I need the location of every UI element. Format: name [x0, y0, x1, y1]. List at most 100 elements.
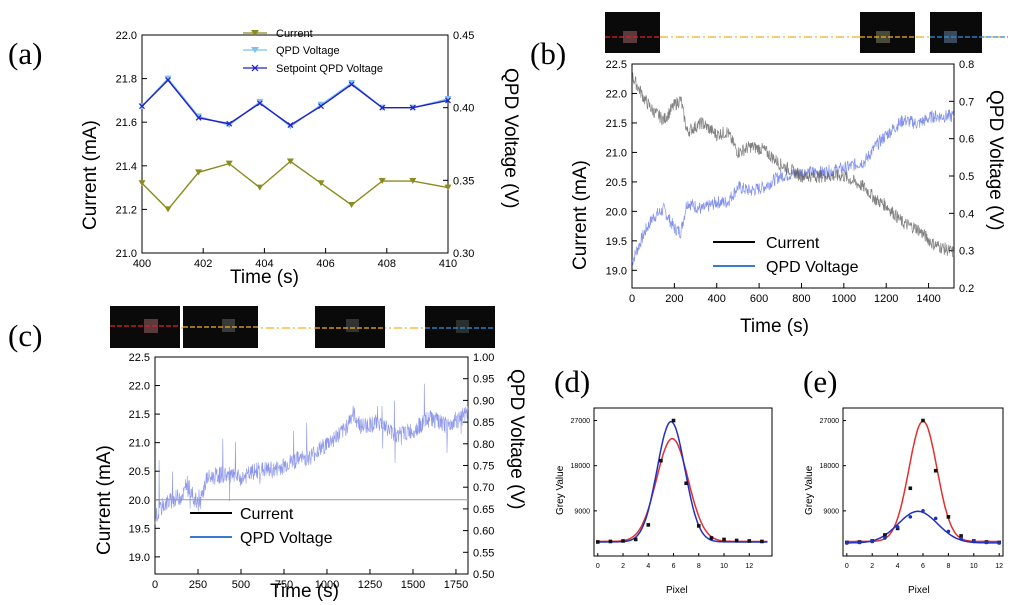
- data-point-d-11: [734, 538, 739, 543]
- panel-label-e: (e): [803, 364, 837, 399]
- legend-a: Current QPD Voltage Setpoint QPD Voltage: [243, 28, 383, 75]
- y-tick-label-c-5: 21.5: [129, 409, 150, 421]
- x-tick-label-e-0: 0: [845, 563, 849, 570]
- x-axis-label-a: Time (s): [230, 267, 299, 288]
- point-a-2-0: [139, 103, 145, 110]
- y2-tick-label-c-6: 0.80: [473, 439, 494, 451]
- x-tick-label-b-2: 400: [708, 293, 726, 305]
- y2-axis-label-a: QPD Voltage (V): [500, 68, 521, 208]
- y2-tick-label-c-5: 0.75: [473, 461, 494, 473]
- series-line-a-0: [141, 160, 449, 211]
- y-tick-label-d-0: 9000: [574, 508, 590, 515]
- panel-label-c: (c): [8, 318, 42, 353]
- data-point-e-5: [908, 486, 913, 491]
- axis-ticks-b: 0 200 400 600 800 1000 1200 1400 19.0 19.5 20.0 20.…: [606, 59, 975, 305]
- point-a-1-1: [164, 75, 172, 82]
- legend-label-current-c: Current: [240, 506, 294, 523]
- y-axis-label-c: Current (mA): [94, 445, 115, 555]
- point-a-1-6: [317, 101, 325, 108]
- y-axis-label-b: Current (mA): [570, 160, 591, 270]
- point-a-0-8: [378, 178, 386, 185]
- y-tick-label-a-5: 22.0: [116, 30, 137, 42]
- y-tick-label-b-2: 20.0: [606, 206, 627, 218]
- y2-tick-label-c-9: 0.95: [473, 374, 494, 386]
- axis-ticks-a: 400 402 404 406 408 410 21.0 21.2 21.4 21.6 21.8 22…: [116, 30, 475, 270]
- axis-ticks-e: 0 2 4 6 8 10 12 9000 18000 27000: [820, 418, 1004, 570]
- x-axis-label-c: Time (s): [270, 581, 339, 602]
- y-axis-label-e: Grey Value: [804, 465, 815, 515]
- y2-tick-label-c-1: 0.55: [473, 547, 494, 559]
- data-point-blue-e-1: [857, 540, 862, 545]
- y-tick-label-b-1: 19.5: [606, 236, 627, 248]
- point-a-2-8: [379, 104, 386, 111]
- point-a-1-5: [286, 123, 294, 130]
- series-b: [631, 72, 955, 265]
- series-line-a-1: [141, 77, 449, 128]
- x-tick-label-c-7: 1750: [444, 579, 468, 591]
- panel-c: (c) 0 250 500 750 1000 1250 1500 1750 19.0 19.5 20…: [8, 306, 527, 602]
- data-point-blue-e-9: [959, 536, 963, 541]
- y-tick-label-c-3: 20.5: [129, 466, 150, 478]
- point-a-0-6: [317, 180, 325, 187]
- y-tick-label-a-1: 21.2: [116, 204, 137, 216]
- plot-frame-d: [593, 407, 773, 557]
- legend-label-qpd-c: QPD Voltage: [240, 530, 333, 547]
- point-a-0-7: [348, 202, 356, 209]
- y-tick-label-d-2: 27000: [571, 418, 591, 425]
- axis-ticks-c: 0 250 500 750 1000 1250 1500 1750 19.0 19.5 20.0 20…: [129, 352, 495, 591]
- beam-spot-4-c: [456, 320, 469, 333]
- panel-b: (b) 0 200 400 600 800 1000 1200 1400 19.0 19.5 20.…: [530, 12, 1008, 337]
- y-tick-label-b-4: 21.0: [606, 147, 627, 159]
- y-tick-label-c-0: 19.0: [129, 552, 150, 564]
- x-tick-label-b-0: 0: [629, 293, 635, 305]
- axis-ticks-d: 0 2 4 6 8 10 12 9000 18000 27000: [571, 418, 754, 570]
- y2-tick-label-a-0: 0.30: [453, 248, 474, 260]
- y-tick-label-b-6: 22.0: [606, 88, 627, 100]
- y2-tick-label-b-0: 0.2: [959, 283, 974, 295]
- y2-tick-label-a-1: 0.35: [453, 175, 474, 187]
- point-a-0-3: [225, 160, 233, 167]
- data-point-blue-e-11: [984, 540, 989, 545]
- y-tick-label-e-2: 27000: [820, 418, 840, 425]
- data-point-e-9: [959, 534, 963, 538]
- x-tick-label-e-3: 6: [921, 563, 925, 570]
- x-tick-label-a-2: 404: [255, 258, 273, 270]
- beam-image-strip-c: [110, 306, 495, 348]
- y-tick-label-b-3: 20.5: [606, 177, 627, 189]
- y2-tick-label-c-2: 0.60: [473, 526, 494, 538]
- data-point-blue-e-12: [997, 541, 1001, 545]
- point-a-0-5: [286, 158, 294, 165]
- point-a-1-10: [444, 95, 452, 102]
- data-point-blue-e-10: [971, 539, 976, 544]
- point-a-2-5: [287, 122, 294, 129]
- series-line-b-current: [631, 72, 955, 258]
- y2-tick-label-a-3: 0.45: [453, 30, 474, 42]
- x-tick-label-a-3: 406: [316, 258, 334, 270]
- legend-marker-qpd-a: [251, 47, 259, 53]
- legend-b: Current QPD Voltage: [713, 235, 859, 276]
- x-axis-label-d: Pixel: [666, 585, 688, 596]
- x-tick-label-c-5: 1250: [358, 579, 382, 591]
- data-point-d-9: [709, 536, 714, 540]
- x-tick-label-b-1: 200: [665, 293, 683, 305]
- y-axis-label-d: Grey Value: [555, 465, 566, 515]
- y-tick-label-c-4: 21.0: [129, 438, 150, 450]
- y-tick-label-a-2: 21.4: [116, 161, 137, 173]
- y2-tick-label-b-6: 0.8: [959, 59, 974, 71]
- x-tick-label-e-2: 4: [896, 563, 900, 570]
- point-a-2-10: [445, 97, 451, 104]
- data-point-d-3: [633, 537, 638, 542]
- data-point-e-7: [933, 468, 938, 473]
- y-tick-label-c-1: 19.5: [129, 523, 150, 535]
- series-e: [845, 418, 1001, 545]
- point-a-2-9: [409, 104, 416, 111]
- data-point-e-3: [883, 533, 887, 537]
- y2-tick-label-b-3: 0.5: [959, 171, 974, 183]
- x-tick-label-d-2: 4: [646, 563, 650, 570]
- x-tick-label-e-6: 12: [995, 563, 1003, 570]
- point-a-0-1: [164, 206, 172, 213]
- point-a-2-6: [318, 103, 324, 110]
- data-point-d-13: [760, 539, 764, 544]
- point-a-1-4: [256, 98, 264, 105]
